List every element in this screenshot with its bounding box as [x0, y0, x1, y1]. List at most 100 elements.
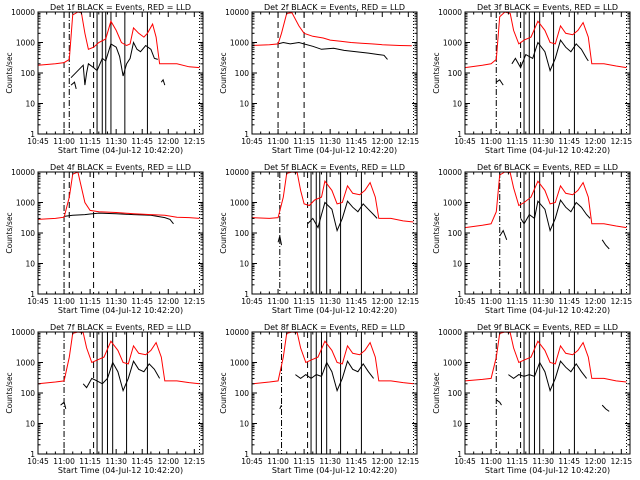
x-axis-label: Start Time (04-Jul-12 10:42:20) — [58, 146, 183, 155]
x-tick-label: 11:30 — [105, 457, 127, 466]
lld-series-line-3 — [465, 12, 627, 69]
chart-panel-5: 1 10 100 1000 10000 10:45 11:00 11:15 11:30 11:45… — [219, 163, 419, 315]
x-tick-label: 11:45 — [131, 297, 153, 306]
x-tick-label: 11:30 — [105, 297, 127, 306]
x-tick-label: 12:00 — [157, 297, 179, 306]
x-tick-label: 12:00 — [584, 297, 606, 306]
x-tick-label: 12:15 — [611, 457, 633, 466]
x-tick-label: 12:15 — [184, 137, 206, 146]
y-tick-label: 1000 — [16, 199, 35, 208]
x-tick-label: 11:00 — [53, 297, 75, 306]
y-axis-label: Counts/sec — [219, 212, 228, 253]
y-axis-label: Counts/sec — [219, 372, 228, 413]
events-series-line-2 — [295, 360, 374, 393]
x-tick-label: 11:00 — [480, 137, 502, 146]
x-tick-label: 11:00 — [53, 137, 75, 146]
y-tick-label: 10000 — [225, 168, 249, 177]
y-tick-label: 1000 — [16, 39, 35, 48]
chart-panel-4: 1 10 100 1000 10000 10:45 11:00 11:15 11:30 11:45… — [5, 163, 205, 315]
x-tick-label: 11:15 — [79, 137, 101, 146]
y-tick-label: 1 — [30, 450, 35, 459]
lld-series-line-4 — [38, 12, 200, 69]
y-tick-label: 10 — [452, 100, 462, 109]
events-series-line-2 — [520, 198, 591, 233]
events-series-line-1 — [277, 41, 388, 60]
x-axis-label: Start Time (04-Jul-12 10:42:20) — [272, 146, 397, 155]
y-tick-label: 100 — [21, 229, 36, 238]
y-tick-label: 10 — [25, 100, 35, 109]
y-axis-label: Counts/sec — [432, 52, 441, 93]
x-axis-label: Start Time (04-Jul-12 10:42:20) — [485, 146, 610, 155]
y-tick-label: 100 — [21, 69, 36, 78]
chart-panel-3: 1 10 100 1000 10000 10:45 11:00 11:15 11:30 11:45… — [432, 3, 632, 155]
y-tick-label: 1 — [30, 130, 35, 139]
y-tick-label: 10 — [239, 100, 249, 109]
events-series-line-3 — [601, 404, 610, 412]
y-tick-label: 1000 — [230, 199, 249, 208]
lld-series-line-2 — [252, 12, 412, 47]
events-series-line-1 — [496, 79, 504, 86]
y-tick-label: 1 — [244, 290, 249, 299]
y-tick-label: 100 — [448, 229, 463, 238]
events-series-line-1 — [64, 212, 174, 225]
x-tick-label: 11:00 — [267, 457, 289, 466]
x-tick-label: 12:15 — [398, 457, 420, 466]
x-tick-label: 10:45 — [241, 457, 263, 466]
y-tick-label: 10000 — [11, 168, 35, 177]
chart-title: Det 5f BLACK = Events, RED = LLD — [264, 163, 405, 172]
x-tick-label: 12:15 — [184, 297, 206, 306]
x-tick-label: 10:45 — [27, 457, 49, 466]
x-tick-label: 12:15 — [398, 137, 420, 146]
events-series-line-1 — [60, 401, 67, 410]
x-axis-label: Start Time (04-Jul-12 10:42:20) — [272, 466, 397, 475]
plot-frame — [37, 171, 204, 295]
x-tick-label: 11:45 — [131, 457, 153, 466]
x-tick-label: 11:00 — [267, 137, 289, 146]
y-tick-label: 1 — [244, 130, 249, 139]
x-tick-label: 12:15 — [611, 137, 633, 146]
chart-panel-8: 1 10 100 1000 10000 10:45 11:00 11:15 11:30 11:45… — [219, 323, 419, 475]
y-tick-label: 1 — [457, 450, 462, 459]
y-tick-label: 100 — [235, 229, 250, 238]
y-tick-label: 10 — [239, 420, 249, 429]
y-tick-label: 10 — [239, 260, 249, 269]
x-axis-label: Start Time (04-Jul-12 10:42:20) — [485, 466, 610, 475]
y-tick-label: 1000 — [443, 199, 462, 208]
plot-frame — [251, 11, 418, 135]
chart-title: Det 7f BLACK = Events, RED = LLD — [50, 323, 191, 332]
events-series-line-1 — [279, 404, 282, 410]
y-tick-label: 10000 — [11, 8, 35, 17]
x-tick-label: 11:15 — [293, 457, 315, 466]
x-tick-label: 11:00 — [480, 457, 502, 466]
x-tick-label: 11:45 — [558, 457, 580, 466]
events-series-line-3 — [601, 239, 610, 250]
lld-series-line-2 — [38, 172, 200, 220]
events-series-line-1 — [70, 81, 77, 90]
y-tick-label: 10000 — [438, 168, 462, 177]
x-tick-label: 10:45 — [454, 137, 476, 146]
x-tick-label: 11:30 — [532, 137, 554, 146]
y-axis-label: Counts/sec — [432, 372, 441, 413]
x-tick-label: 11:00 — [267, 297, 289, 306]
y-axis-label: Counts/sec — [5, 52, 14, 93]
plot-frame — [464, 11, 631, 135]
x-tick-label: 11:15 — [506, 137, 528, 146]
y-tick-label: 1 — [30, 290, 35, 299]
y-axis-label: Counts/sec — [5, 212, 14, 253]
y-axis-label: Counts/sec — [432, 212, 441, 253]
y-tick-label: 10 — [25, 260, 35, 269]
x-tick-label: 11:45 — [558, 297, 580, 306]
x-tick-label: 10:45 — [454, 297, 476, 306]
x-tick-label: 11:45 — [345, 457, 367, 466]
chart-title: Det 2f BLACK = Events, RED = LLD — [264, 3, 405, 12]
x-tick-label: 11:15 — [293, 297, 315, 306]
x-tick-label: 11:30 — [319, 137, 341, 146]
chart-panel-2: 1 10 100 1000 10000 10:45 11:00 11:15 11:30 11:45… — [219, 3, 419, 155]
y-tick-label: 10000 — [438, 328, 462, 337]
y-tick-label: 1 — [457, 130, 462, 139]
chart-panel-1: 1 10 100 1000 10000 10:45 11:00 11:15 11:30 11:45… — [5, 3, 205, 155]
x-tick-label: 11:30 — [532, 457, 554, 466]
y-tick-label: 10 — [452, 420, 462, 429]
y-tick-label: 10000 — [438, 8, 462, 17]
events-series-line-2 — [511, 38, 589, 73]
